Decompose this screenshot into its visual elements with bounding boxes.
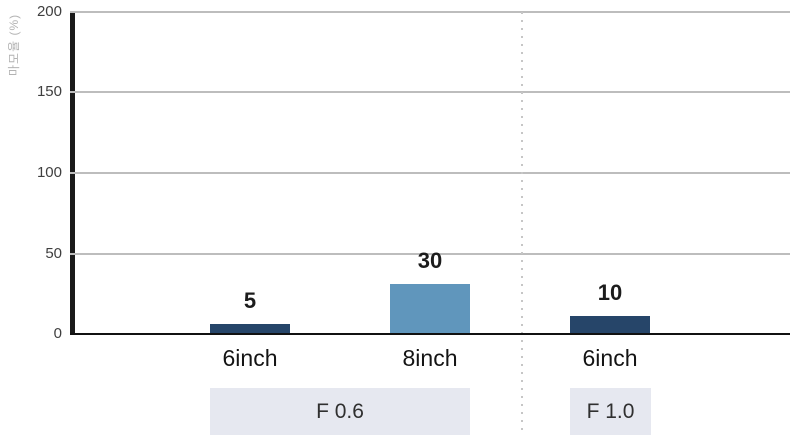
y-tick-label-200: 200 <box>36 3 62 20</box>
y-axis-title: 마모율 (%) <box>7 13 21 76</box>
gridline-50 <box>70 253 790 255</box>
group-band-F-0.6: F 0.6 <box>210 388 470 435</box>
bar-8inch-30 <box>390 284 470 334</box>
x-category-label: 6inch <box>222 345 278 371</box>
bar-value-label: 5 <box>243 288 257 313</box>
group-separator-dotted-line <box>521 12 523 435</box>
group-band-F-1.0: F 1.0 <box>570 388 651 435</box>
x-axis-line <box>70 333 790 335</box>
gridline-150 <box>70 91 790 93</box>
y-tick-label-100: 100 <box>36 164 62 181</box>
y-tick-label-0: 0 <box>53 325 62 342</box>
y-tick-label-150: 150 <box>36 83 62 100</box>
bar-6inch-5 <box>210 324 290 334</box>
x-category-label: 6inch <box>582 345 638 371</box>
y-tick-label-50: 50 <box>45 245 62 262</box>
bar-value-label: 10 <box>597 280 623 305</box>
gridline-100 <box>70 172 790 174</box>
gridline-200 <box>70 11 790 13</box>
bar-value-label: 30 <box>417 248 443 273</box>
bar-6inch-10 <box>570 316 650 334</box>
x-category-label: 8inch <box>402 345 458 371</box>
